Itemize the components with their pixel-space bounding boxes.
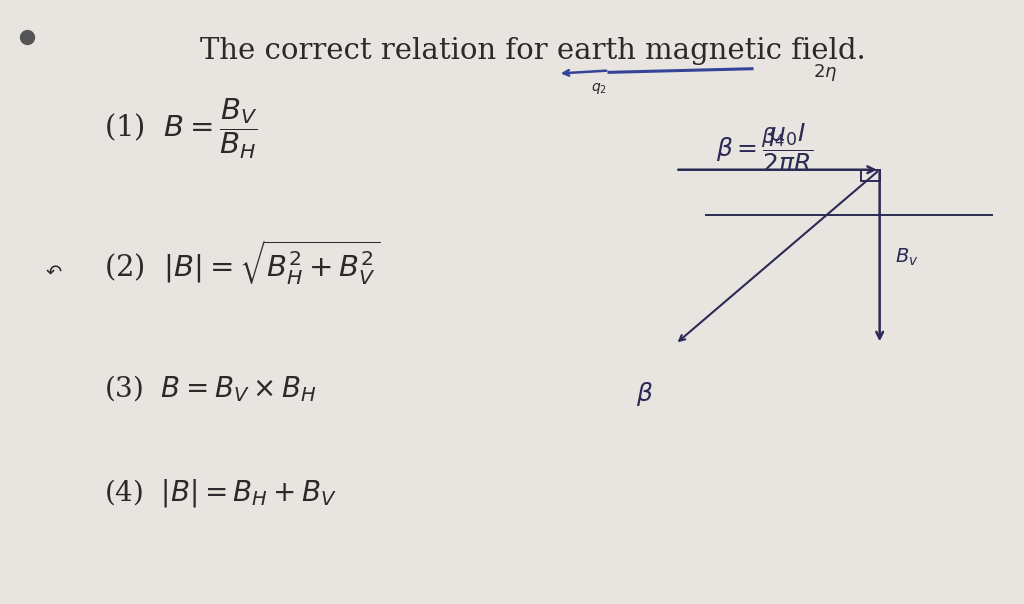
Text: $\beta = \dfrac{\mu_0 I}{2\pi R}$: $\beta = \dfrac{\mu_0 I}{2\pi R}$ bbox=[716, 121, 813, 175]
Text: $B_v$: $B_v$ bbox=[895, 246, 919, 268]
Text: $\beta_4$: $\beta_4$ bbox=[761, 124, 784, 149]
Text: $2\eta$: $2\eta$ bbox=[813, 62, 838, 83]
Text: $q_2$: $q_2$ bbox=[591, 81, 606, 96]
Text: $\curvearrowleft$: $\curvearrowleft$ bbox=[42, 263, 63, 281]
Text: (3)  $B = B_V \times B_H$: (3) $B = B_V \times B_H$ bbox=[103, 374, 316, 404]
Text: $\beta$: $\beta$ bbox=[636, 380, 653, 408]
Text: (2)  $|B| = \sqrt{B_H^2 + B_V^2}$: (2) $|B| = \sqrt{B_H^2 + B_V^2}$ bbox=[103, 238, 380, 287]
Text: (4)  $|B| = B_H + B_V$: (4) $|B| = B_H + B_V$ bbox=[103, 477, 336, 509]
Text: The correct relation for earth magnetic field.: The correct relation for earth magnetic … bbox=[200, 37, 865, 65]
Text: (1)  $B = \dfrac{B_V}{B_H}$: (1) $B = \dfrac{B_V}{B_H}$ bbox=[103, 96, 257, 161]
